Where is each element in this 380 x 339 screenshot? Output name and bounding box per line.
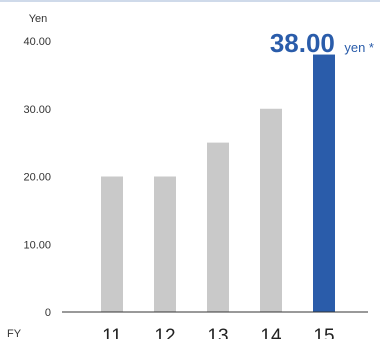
x-tick-label: 11 <box>102 326 122 339</box>
y-axis-label: Yen <box>29 13 48 25</box>
x-tick-label: 12 <box>154 326 175 339</box>
y-tick-label: 10.00 <box>23 239 51 251</box>
bar-fy15 <box>313 54 335 313</box>
annotation-value: 38.00 <box>270 28 335 58</box>
highlight-annotation: 38.00 yen * <box>270 28 374 58</box>
x-axis-label: FY <box>7 328 22 339</box>
bar-fy12 <box>154 176 176 312</box>
bars <box>101 54 335 313</box>
y-tick-label: 20.00 <box>23 172 51 184</box>
bar-fy11 <box>101 176 123 312</box>
x-tick-label: 13 <box>207 326 228 339</box>
bar-fy13 <box>207 142 229 312</box>
bar-fy14 <box>260 108 282 312</box>
y-tick-label: 0 <box>45 307 51 319</box>
x-tick-label: 14 <box>260 326 282 339</box>
y-tick-label: 30.00 <box>23 104 51 116</box>
x-axis-labels: 11 12 13 14 15 <box>102 326 334 339</box>
y-axis-ticks: 0 10.00 20.00 30.00 40.00 <box>23 36 51 319</box>
annotation-unit: yen * <box>344 40 374 55</box>
x-tick-label: 15 <box>313 326 334 339</box>
y-tick-label: 40.00 <box>23 36 51 48</box>
